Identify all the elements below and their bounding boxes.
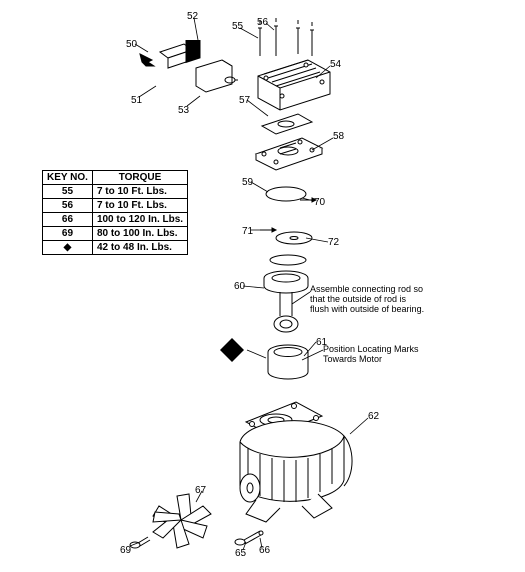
callout-50: 50 bbox=[126, 40, 137, 50]
callout-65: 65 bbox=[235, 549, 246, 559]
callout-71: 71 bbox=[242, 227, 253, 237]
note-marks: Position Locating Marks Towards Motor bbox=[323, 345, 419, 365]
cell: 42 to 48 In. Lbs. bbox=[92, 241, 187, 255]
callout-54: 54 bbox=[330, 60, 341, 70]
callout-72: 72 bbox=[328, 238, 339, 248]
diagram-stage: KEY NO. TORQUE 557 to 10 Ft. Lbs. 567 to… bbox=[0, 0, 525, 572]
callout-60: 60 bbox=[234, 282, 245, 292]
callout-51: 51 bbox=[131, 96, 142, 106]
callout-61: 61 bbox=[316, 338, 327, 348]
th-torque: TORQUE bbox=[92, 171, 187, 185]
th-keyno: KEY NO. bbox=[43, 171, 93, 185]
callout-56: 56 bbox=[257, 18, 268, 28]
cell: ◆ bbox=[43, 241, 93, 255]
callout-59: 59 bbox=[242, 178, 253, 188]
cell: 56 bbox=[43, 199, 93, 213]
cell: 80 to 100 In. Lbs. bbox=[92, 227, 187, 241]
callout-53: 53 bbox=[178, 106, 189, 116]
cell: 7 to 10 Ft. Lbs. bbox=[92, 199, 187, 213]
callout-58: 58 bbox=[333, 132, 344, 142]
callout-67: 67 bbox=[195, 486, 206, 496]
cell: 66 bbox=[43, 213, 93, 227]
callout-55: 55 bbox=[232, 22, 243, 32]
callout-57: 57 bbox=[239, 96, 250, 106]
callout-69: 69 bbox=[120, 546, 131, 556]
cell: 55 bbox=[43, 185, 93, 199]
cell: 100 to 120 In. Lbs. bbox=[92, 213, 187, 227]
cell: 7 to 10 Ft. Lbs. bbox=[92, 185, 187, 199]
callout-66: 66 bbox=[259, 546, 270, 556]
callout-62: 62 bbox=[368, 412, 379, 422]
cell: 69 bbox=[43, 227, 93, 241]
callout-52: 52 bbox=[187, 12, 198, 22]
callout-70: 70 bbox=[314, 198, 325, 208]
note-rod: Assemble connecting rod so that the outs… bbox=[310, 285, 424, 315]
leaders bbox=[0, 0, 525, 572]
torque-table: KEY NO. TORQUE 557 to 10 Ft. Lbs. 567 to… bbox=[42, 170, 188, 255]
